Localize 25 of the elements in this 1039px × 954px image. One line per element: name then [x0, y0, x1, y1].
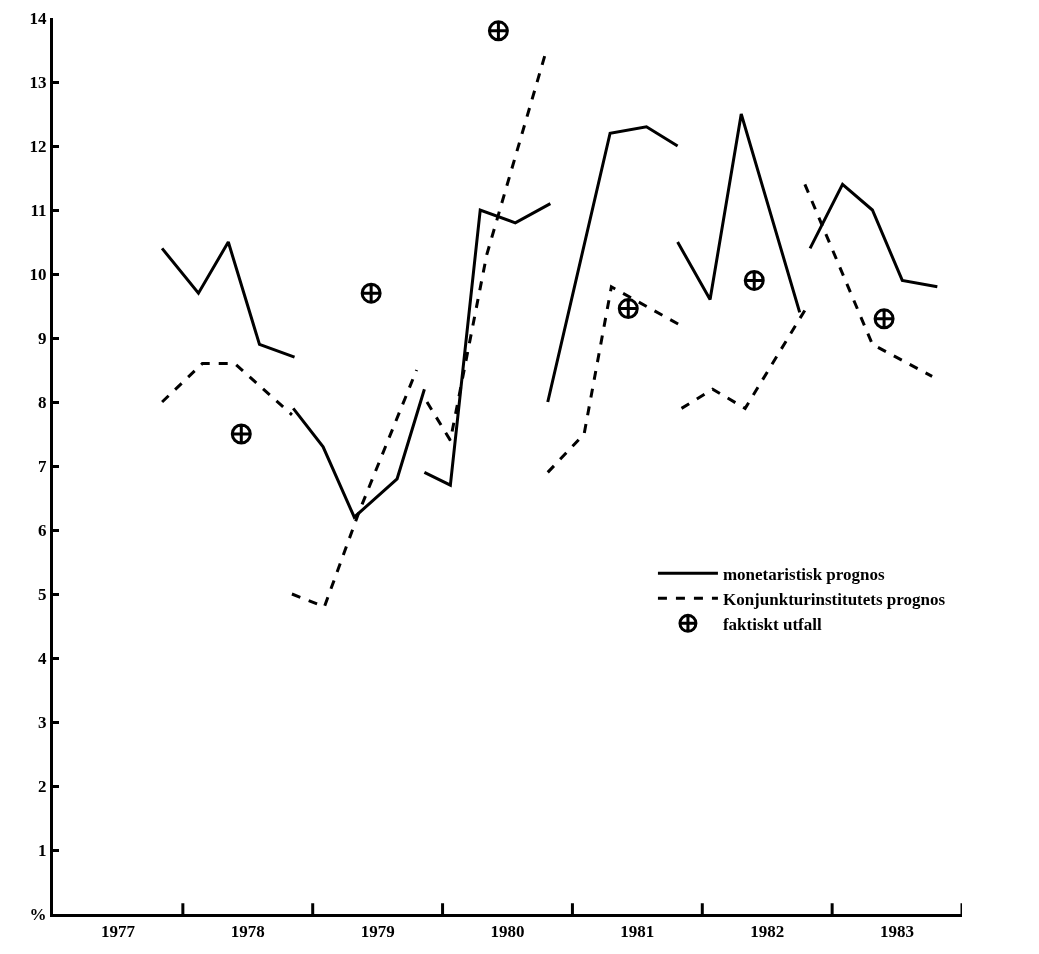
- y-tick-label: 3: [38, 712, 47, 732]
- x-tick-label: 1982: [750, 922, 785, 942]
- legend-label: monetaristisk prognos: [722, 564, 885, 584]
- x-tick-label: 1979: [360, 922, 395, 942]
- y-tick-label: 2: [38, 776, 47, 796]
- y-tick-label: 8: [38, 392, 47, 412]
- y-tick-label: 14: [29, 8, 48, 28]
- y-tick-label: 1: [38, 840, 47, 860]
- y-tick-label: 7: [38, 456, 48, 476]
- x-tick-label: 1978: [230, 922, 265, 942]
- x-tick-label: 1980: [490, 922, 525, 942]
- x-tick-label: 1981: [620, 922, 655, 942]
- y-tick-label: %: [29, 904, 47, 924]
- y-tick-label: 6: [38, 520, 47, 540]
- y-tick-label: 13: [29, 72, 47, 92]
- y-tick-label: 4: [38, 648, 48, 668]
- x-tick-label: 1983: [880, 922, 915, 942]
- x-tick-label: 1977: [100, 922, 136, 942]
- y-tick-label: 5: [38, 584, 47, 604]
- y-tick-label: 11: [30, 200, 47, 220]
- y-tick-label: 9: [38, 328, 47, 348]
- legend-label: faktiskt utfall: [722, 614, 822, 634]
- legend-label: Konjunkturinstitutets prognos: [722, 589, 946, 609]
- y-tick-label: 10: [29, 264, 47, 284]
- y-tick-label: 12: [29, 136, 47, 156]
